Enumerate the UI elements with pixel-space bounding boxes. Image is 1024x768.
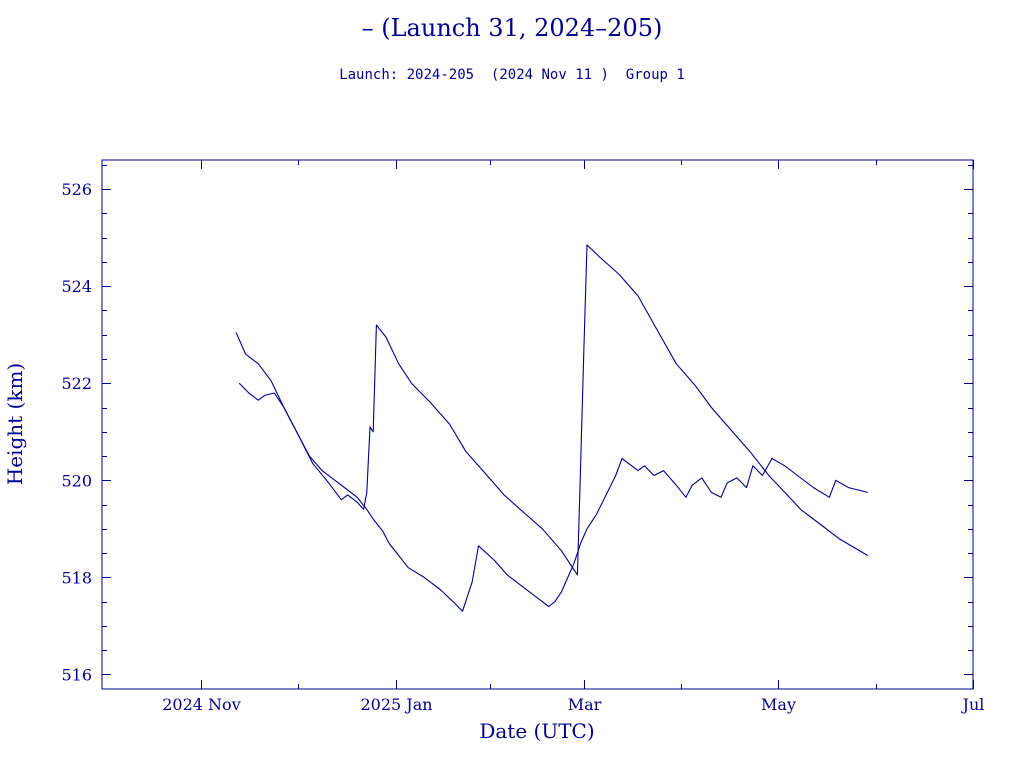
y-tick-label: 516 xyxy=(61,665,92,684)
x-axis-label: Date (UTC) xyxy=(479,719,594,743)
series-line-2 xyxy=(238,244,868,576)
y-tick-label: 526 xyxy=(61,180,92,199)
x-tick-label: 2025 Jan xyxy=(360,695,432,714)
series-line-1 xyxy=(235,332,868,612)
axis-ticks: 516 518 520 522 524 526 2024 Nov 2025 Jan Mar May… xyxy=(61,160,984,714)
x-tick-label: 2024 Nov xyxy=(162,695,240,714)
y-tick-label: 524 xyxy=(61,277,92,296)
series-lines xyxy=(235,244,868,612)
x-tick-label: Jul xyxy=(961,695,985,714)
x-tick-label: Mar xyxy=(568,695,602,714)
y-tick-label: 518 xyxy=(61,568,92,587)
chart-title: – (Launch 31, 2024–205) xyxy=(361,14,663,42)
y-tick-label: 522 xyxy=(61,374,92,393)
y-tick-label: 520 xyxy=(61,471,92,490)
y-axis-label: Height (km) xyxy=(3,363,27,485)
plot-area-frame xyxy=(101,159,974,690)
x-tick-label: May xyxy=(761,695,796,714)
chart-subtitle: Launch: 2024-205 (2024 Nov 11 ) Group 1 xyxy=(339,67,685,83)
